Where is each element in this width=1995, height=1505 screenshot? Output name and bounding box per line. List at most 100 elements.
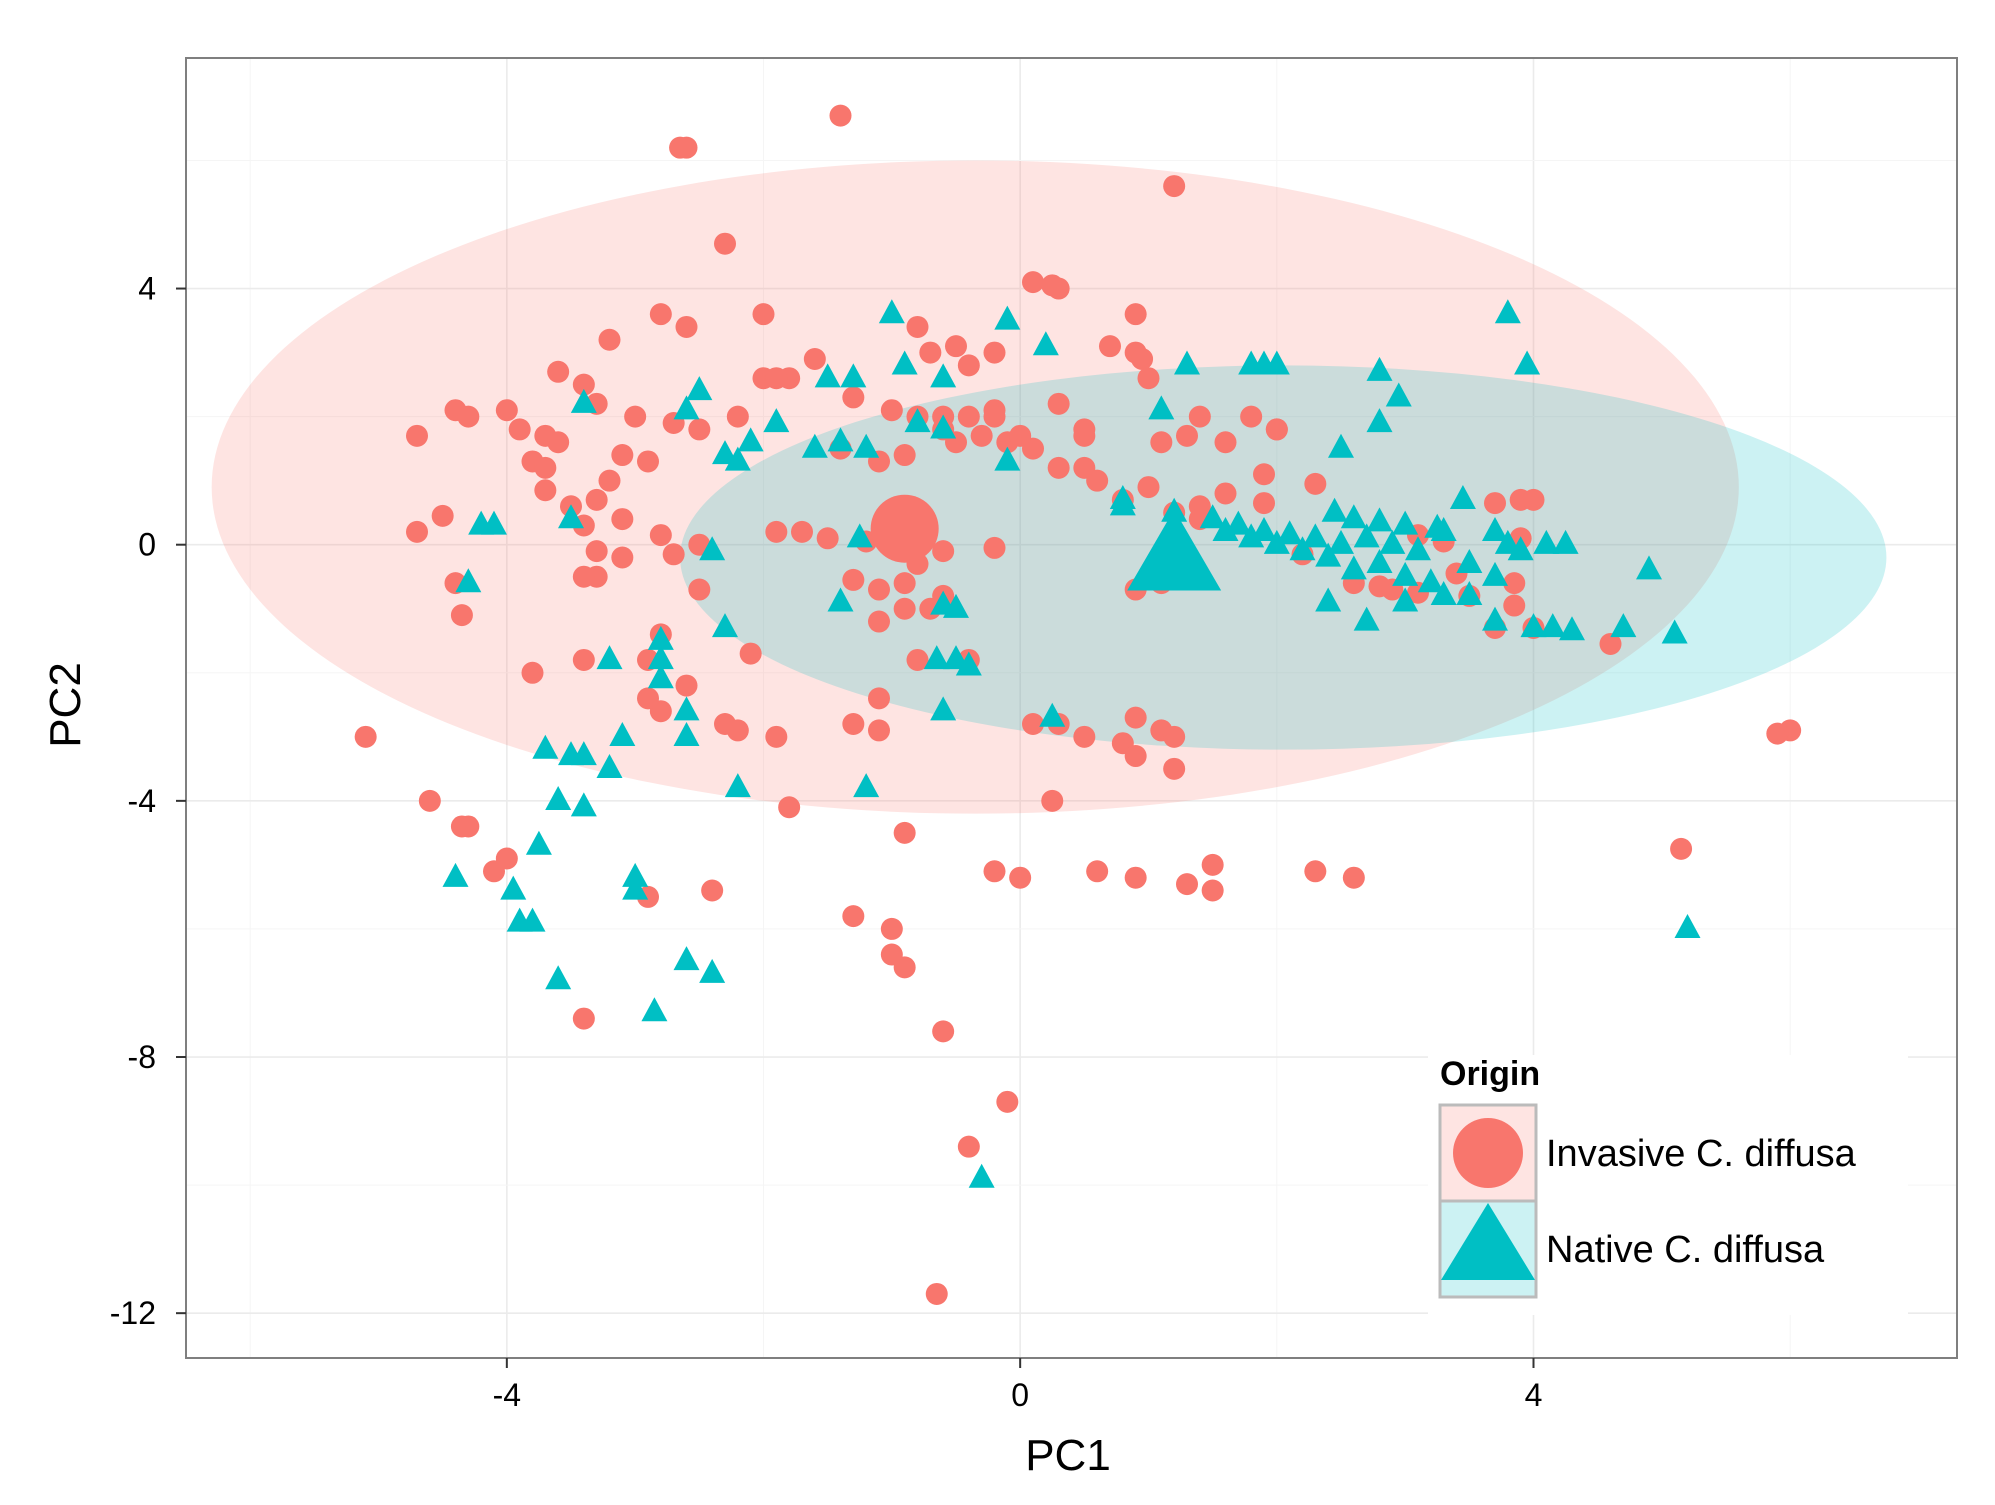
point-invasive bbox=[1163, 175, 1186, 198]
point-native bbox=[673, 696, 700, 721]
point-native bbox=[737, 427, 764, 452]
point-native bbox=[1417, 568, 1444, 593]
point-native bbox=[878, 299, 905, 324]
point-invasive bbox=[547, 360, 570, 383]
panel-border bbox=[185, 57, 1958, 1359]
point-native bbox=[1328, 433, 1354, 458]
point-invasive bbox=[1099, 335, 1121, 358]
point-native bbox=[545, 965, 572, 990]
point-native bbox=[1263, 529, 1290, 554]
point-native bbox=[994, 446, 1021, 471]
point-invasive bbox=[983, 860, 1006, 883]
point-native bbox=[930, 363, 957, 388]
point-invasive bbox=[957, 354, 980, 377]
point-native bbox=[1456, 581, 1483, 606]
point-invasive bbox=[1150, 431, 1173, 454]
point-native bbox=[1533, 529, 1560, 554]
point-invasive bbox=[714, 232, 736, 255]
point-invasive bbox=[534, 456, 557, 479]
point-invasive bbox=[1124, 866, 1147, 889]
point-native bbox=[1321, 497, 1348, 522]
point-invasive bbox=[418, 789, 441, 812]
x-tick-label: -4 bbox=[493, 1377, 521, 1413]
point-native bbox=[1507, 536, 1534, 561]
point-invasive bbox=[1163, 757, 1186, 780]
point-native bbox=[1289, 536, 1316, 561]
point-invasive bbox=[1086, 860, 1109, 883]
point-native bbox=[1514, 350, 1541, 375]
point-native bbox=[1039, 702, 1066, 727]
point-invasive bbox=[662, 543, 685, 566]
point-invasive bbox=[1073, 725, 1096, 748]
point-invasive bbox=[1214, 482, 1237, 505]
point-invasive bbox=[932, 1020, 955, 1043]
point-native bbox=[442, 862, 469, 887]
point-invasive bbox=[572, 648, 595, 671]
point-native bbox=[455, 568, 482, 593]
point-invasive bbox=[431, 504, 454, 527]
point-invasive bbox=[1188, 405, 1211, 428]
point-native bbox=[1212, 517, 1239, 542]
point-native bbox=[814, 363, 841, 388]
point-native bbox=[827, 587, 854, 612]
point-invasive bbox=[983, 405, 1006, 428]
point-native bbox=[853, 773, 880, 798]
point-native bbox=[712, 440, 738, 465]
point-native bbox=[570, 792, 597, 817]
y-tick-label: -4 bbox=[128, 783, 156, 819]
ellipse-invasive bbox=[211, 160, 1739, 814]
point-native bbox=[1392, 587, 1419, 612]
point-invasive bbox=[1599, 632, 1622, 655]
point-native bbox=[846, 523, 873, 548]
point-invasive bbox=[675, 315, 698, 338]
point-native bbox=[1263, 350, 1290, 375]
point-native bbox=[1148, 395, 1175, 420]
point-invasive bbox=[457, 815, 480, 838]
point-invasive bbox=[765, 367, 788, 390]
legend-marker-triangle bbox=[1441, 1203, 1535, 1280]
point-invasive bbox=[893, 821, 916, 844]
point-native bbox=[1405, 536, 1431, 561]
point-invasive bbox=[778, 796, 801, 819]
point-invasive bbox=[1022, 713, 1044, 736]
point-invasive bbox=[1503, 594, 1526, 617]
point-invasive bbox=[983, 536, 1006, 559]
point-invasive bbox=[1484, 492, 1506, 515]
point-invasive bbox=[957, 405, 980, 428]
point-invasive bbox=[1047, 392, 1070, 415]
point-native bbox=[673, 395, 700, 420]
point-invasive bbox=[1240, 405, 1263, 428]
point-native bbox=[827, 427, 854, 452]
point-invasive bbox=[669, 136, 692, 159]
y-tick-label: -12 bbox=[110, 1295, 156, 1331]
point-invasive bbox=[1137, 476, 1160, 499]
point-native bbox=[1456, 549, 1483, 574]
point-native bbox=[673, 721, 700, 746]
point-invasive bbox=[585, 488, 608, 511]
point-native bbox=[891, 350, 918, 375]
point-native bbox=[1494, 299, 1521, 324]
point-native bbox=[1392, 510, 1419, 535]
point-invasive bbox=[598, 328, 621, 351]
point-native bbox=[1482, 517, 1508, 542]
point-native bbox=[699, 958, 726, 983]
point-invasive bbox=[829, 104, 852, 127]
point-native bbox=[609, 721, 636, 746]
point-invasive bbox=[521, 661, 544, 684]
point-native bbox=[955, 651, 982, 676]
point-native bbox=[1225, 510, 1252, 535]
point-invasive bbox=[1009, 424, 1032, 447]
point-native bbox=[930, 414, 957, 439]
point-invasive bbox=[791, 520, 813, 543]
point-invasive bbox=[1342, 866, 1365, 889]
point-native bbox=[853, 433, 880, 458]
point-invasive bbox=[547, 431, 570, 454]
point-native bbox=[1238, 523, 1265, 548]
point-invasive bbox=[1124, 706, 1147, 729]
point-invasive bbox=[1253, 463, 1275, 486]
point-native bbox=[596, 753, 623, 778]
point-invasive bbox=[1766, 722, 1789, 745]
point-native bbox=[641, 997, 668, 1022]
point-invasive bbox=[868, 578, 890, 601]
point-invasive bbox=[688, 418, 711, 441]
